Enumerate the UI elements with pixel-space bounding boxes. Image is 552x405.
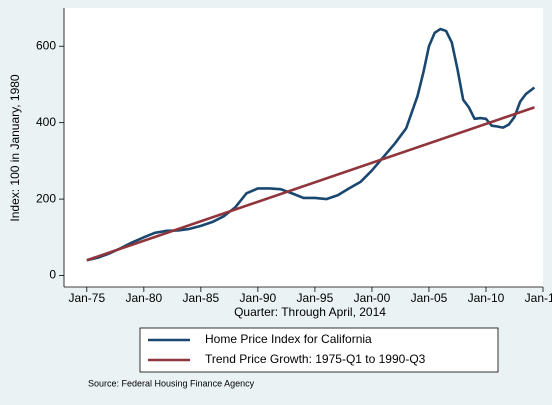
x-tick-label: Jan-00 <box>354 291 391 305</box>
source-note: Source: Federal Housing Finance Agency <box>88 378 255 388</box>
x-tick-label: Jan-75 <box>68 291 105 305</box>
x-tick-label: Jan-95 <box>297 291 334 305</box>
plot-area <box>64 8 543 287</box>
y-tick-label: 0 <box>49 268 56 282</box>
y-tick-label: 600 <box>36 38 56 52</box>
legend-label: Home Price Index for California <box>205 332 372 346</box>
x-tick-label: Jan-15 <box>525 291 552 305</box>
x-tick-label: Jan-90 <box>240 291 277 305</box>
x-tick-label: Jan-80 <box>125 291 162 305</box>
y-tick-label: 400 <box>36 115 56 129</box>
y-tick-label: 200 <box>36 191 56 205</box>
legend-label: Trend Price Growth: 1975-Q1 to 1990-Q3 <box>205 352 426 366</box>
series-line <box>86 27 536 262</box>
series-line <box>86 106 535 262</box>
legend <box>139 327 499 373</box>
x-tick-label: Jan-85 <box>183 291 220 305</box>
x-axis-label: Quarter: Through April, 2014 <box>234 305 386 319</box>
x-tick-label: Jan-10 <box>468 291 505 305</box>
x-tick-label: Jan-05 <box>411 291 448 305</box>
y-axis-label: Index: 100 in January, 1980 <box>8 74 22 222</box>
